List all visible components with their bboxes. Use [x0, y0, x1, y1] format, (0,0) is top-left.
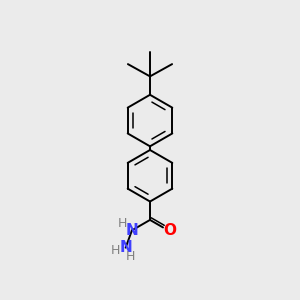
- Text: N: N: [126, 223, 138, 238]
- Text: H: H: [118, 217, 127, 230]
- Text: H: H: [111, 244, 120, 256]
- Text: O: O: [164, 223, 176, 238]
- Text: H: H: [125, 250, 135, 263]
- Text: N: N: [119, 240, 132, 255]
